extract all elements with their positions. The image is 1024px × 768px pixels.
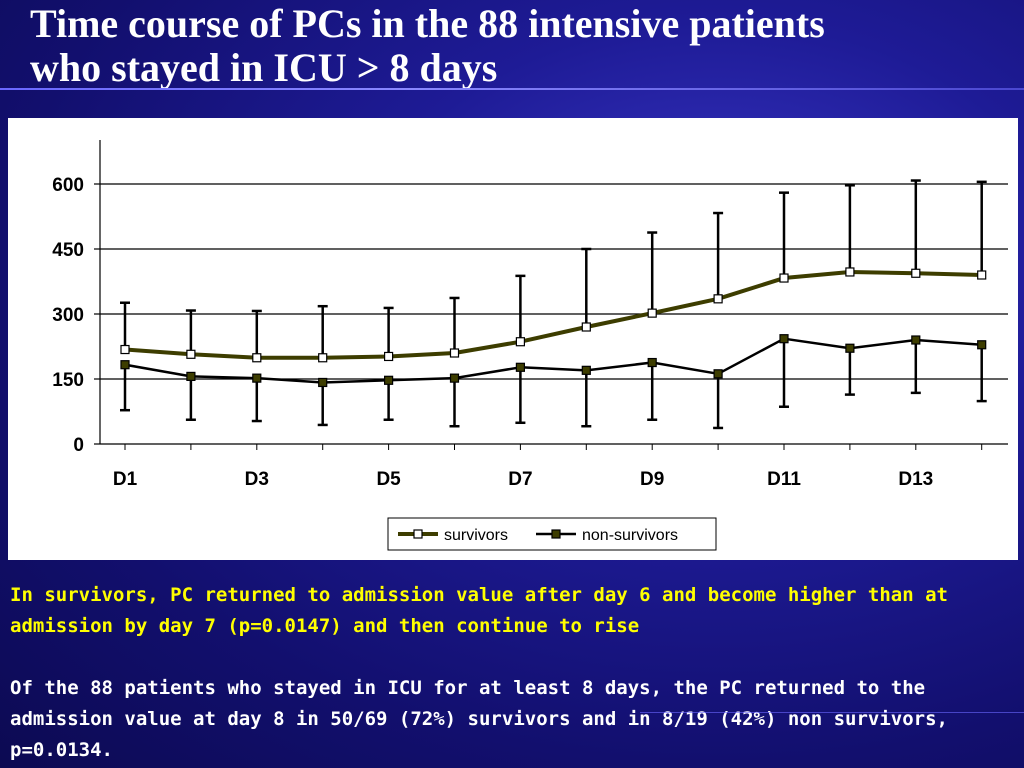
data-point-non-survivors [449, 373, 460, 383]
data-point-non-survivors [779, 334, 789, 344]
data-point-survivors [779, 273, 789, 283]
data-point-survivors [120, 344, 130, 355]
x-tick-label: D7 [508, 469, 532, 490]
legend-label-non-survivors: non-survivors [582, 527, 678, 544]
x-tick-label: D9 [640, 469, 664, 490]
y-tick-label: 450 [52, 240, 84, 261]
legend-marker-survivors [413, 529, 423, 539]
y-tick-label: 150 [52, 370, 84, 391]
data-point-survivors [318, 353, 328, 363]
data-point-survivors [647, 308, 657, 318]
data-point-non-survivors [845, 343, 855, 353]
data-point-survivors [713, 294, 723, 304]
x-tick-label: D13 [898, 469, 933, 490]
legend-marker-non-survivors [551, 529, 561, 539]
line-chart: 0 150 300 450 600 D1 D3 D5 D7 D9 D11 D13 survivors n… [52, 140, 1008, 551]
y-tick-label: 0 [73, 435, 84, 456]
title-line-2: who stayed in ICU > 8 days [30, 45, 498, 90]
series-line-non-survivors [124, 337, 982, 384]
axis-layer: 0 150 300 450 600 D1 D3 D5 D7 D9 D11 D13 [52, 140, 1008, 490]
legend-label-survivors: survivors [444, 527, 508, 544]
data-point-non-survivors [977, 340, 987, 350]
x-tick-label: D11 [767, 469, 801, 490]
data-point-non-survivors [318, 377, 328, 388]
series-line-survivors [124, 269, 982, 360]
data-point-non-survivors [252, 373, 262, 383]
data-point-non-survivors [911, 335, 921, 345]
data-point-non-survivors [647, 357, 657, 368]
caption-survivors: In survivors, PC returned to admission v… [10, 584, 948, 637]
data-point-survivors [186, 349, 196, 359]
x-tick-label: D1 [113, 469, 138, 490]
error-bar-layer [120, 179, 987, 430]
y-tick-label: 600 [52, 175, 84, 196]
title-line-1: Time course of PCs in the 88 intensive p… [30, 1, 825, 46]
title-divider [0, 88, 1024, 90]
data-point-non-survivors [186, 371, 196, 381]
grid-layer [100, 183, 1008, 380]
data-point-non-survivors [515, 362, 525, 372]
data-point-non-survivors [581, 365, 591, 375]
y-tick-label: 300 [52, 305, 84, 326]
data-point-non-survivors [713, 369, 723, 379]
x-tick-label: D3 [245, 469, 269, 490]
legend: survivors non-survivors [387, 517, 717, 551]
decorative-line [640, 712, 1024, 713]
data-point-survivors [845, 267, 855, 277]
caption-summary: Of the 88 patients who stayed in ICU for… [10, 677, 948, 761]
series-layer [120, 267, 987, 388]
data-point-survivors [581, 322, 591, 332]
data-point-survivors [911, 268, 921, 278]
data-point-survivors [384, 351, 394, 362]
chart-panel: 0 150 300 450 600 D1 D3 D5 D7 D9 D11 D13 survivors n… [8, 118, 1018, 560]
data-point-non-survivors [120, 360, 130, 370]
data-point-survivors [977, 270, 987, 280]
data-point-survivors [515, 337, 525, 347]
data-point-survivors [449, 348, 460, 358]
data-point-non-survivors [384, 375, 394, 385]
data-point-survivors [252, 353, 262, 363]
slide-title: Time course of PCs in the 88 intensive p… [30, 2, 1010, 90]
x-tick-label: D5 [376, 469, 401, 490]
